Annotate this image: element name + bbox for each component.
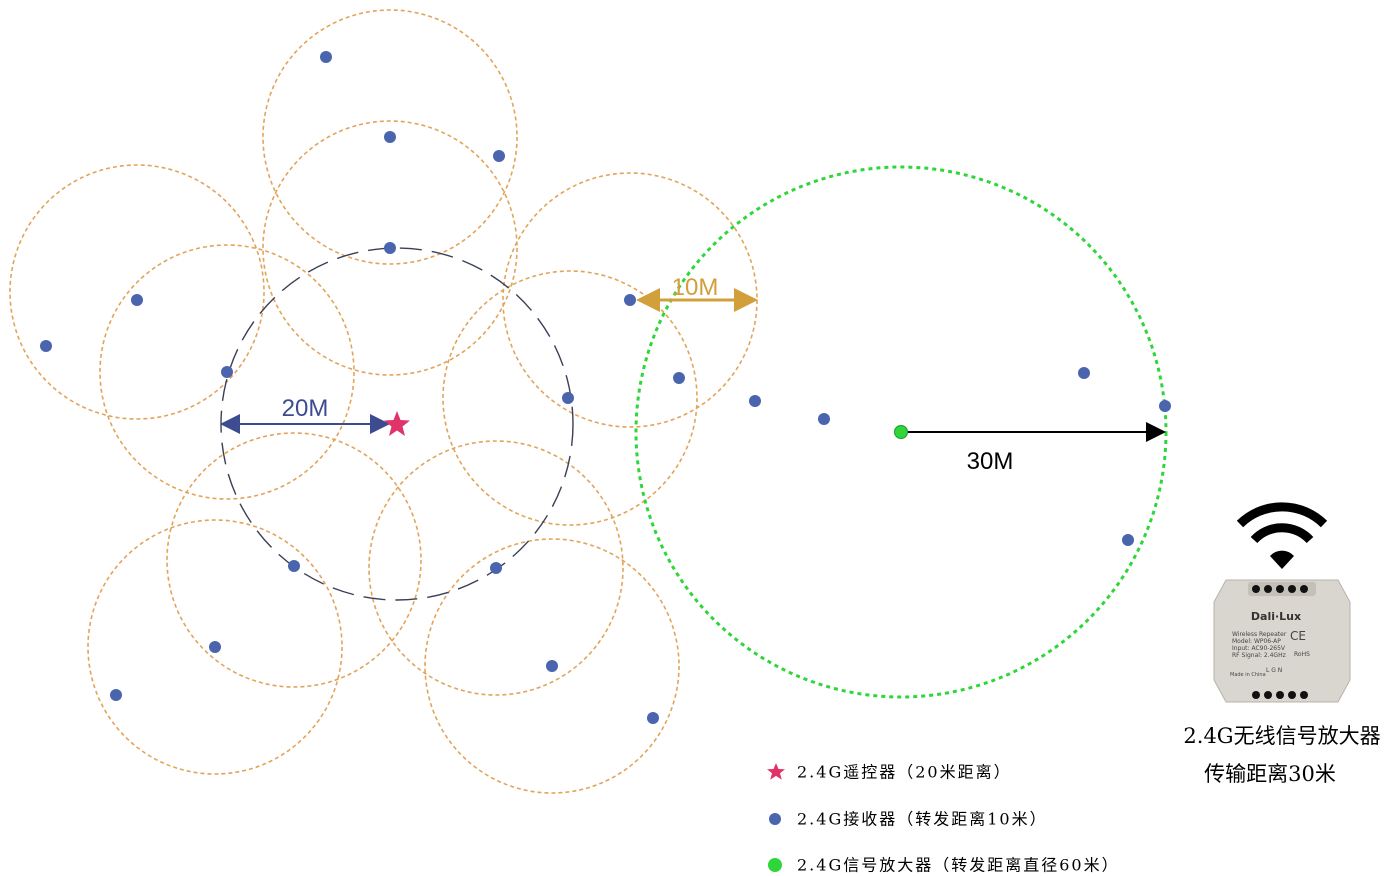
receivers xyxy=(40,51,1171,724)
range-ring xyxy=(368,440,624,696)
receiver-dot xyxy=(288,560,300,572)
device-body xyxy=(1213,579,1351,703)
receiver-dot xyxy=(110,689,122,701)
amplifier-dot xyxy=(894,425,908,439)
receiver-dot xyxy=(562,392,574,404)
legend-text: 2.4G信号放大器（转发距离直径60米） xyxy=(797,856,1120,875)
distance-label: 20M xyxy=(282,395,329,422)
range-ring xyxy=(424,538,680,794)
receiver-dot xyxy=(320,51,332,63)
range-ring xyxy=(442,270,698,526)
device-spec: RF Signal: 2.4GHz xyxy=(1232,652,1286,659)
distance-label: 10M xyxy=(672,274,719,301)
controller-star xyxy=(384,411,410,436)
receiver-dot xyxy=(209,641,221,653)
distance-label: 30M xyxy=(967,448,1014,475)
receiver-dot xyxy=(493,150,505,162)
receiver-dot xyxy=(1159,400,1171,412)
receiver-dot xyxy=(384,131,396,143)
wifi-icon xyxy=(1236,502,1328,544)
receiver-dot xyxy=(490,562,502,574)
receiver-dot xyxy=(673,372,685,384)
legend-star xyxy=(767,763,785,780)
device-brand: Dali·Lux xyxy=(1251,610,1301,623)
range-ring xyxy=(87,519,343,775)
receiver-dot xyxy=(384,242,396,254)
range-ring xyxy=(9,164,265,420)
receiver-ranges xyxy=(9,9,758,794)
range-ring xyxy=(99,244,355,500)
receiver-dot xyxy=(647,712,659,724)
device-spec: Wireless Repeater xyxy=(1232,631,1287,638)
device-mark: RoHS xyxy=(1294,651,1310,658)
amplifier-range xyxy=(634,165,1168,699)
legend-text: 2.4G遥控器（20米距离） xyxy=(797,763,1012,782)
device-spec: Input: AC90-265V xyxy=(1232,645,1286,652)
legend-green-dot xyxy=(768,858,782,872)
legend-text: 2.4G接收器（转发距离10米） xyxy=(797,810,1048,829)
receiver-dot xyxy=(546,660,558,672)
receiver-dot xyxy=(131,294,143,306)
device: Dali·Lux Wireless Repeater Model: WP06-A… xyxy=(1213,502,1351,703)
device-terminals: L G N xyxy=(1266,667,1282,674)
device-caption: 传输距离30米 xyxy=(1204,762,1336,786)
device-spec: Model: WP06-AP xyxy=(1232,638,1281,645)
legend-dot xyxy=(769,813,781,825)
receiver-dot xyxy=(1078,367,1090,379)
device-origin: Made in China xyxy=(1230,672,1266,678)
receiver-dot xyxy=(749,395,761,407)
range-ring xyxy=(262,120,518,376)
receiver-dot xyxy=(818,413,830,425)
receiver-dot xyxy=(624,294,636,306)
device-mark: CE xyxy=(1290,629,1306,643)
receiver-dot xyxy=(40,340,52,352)
receiver-dot xyxy=(221,366,233,378)
device-caption: 2.4G无线信号放大器 xyxy=(1183,724,1380,748)
range-ring xyxy=(262,9,518,265)
receiver-dot xyxy=(1122,534,1134,546)
